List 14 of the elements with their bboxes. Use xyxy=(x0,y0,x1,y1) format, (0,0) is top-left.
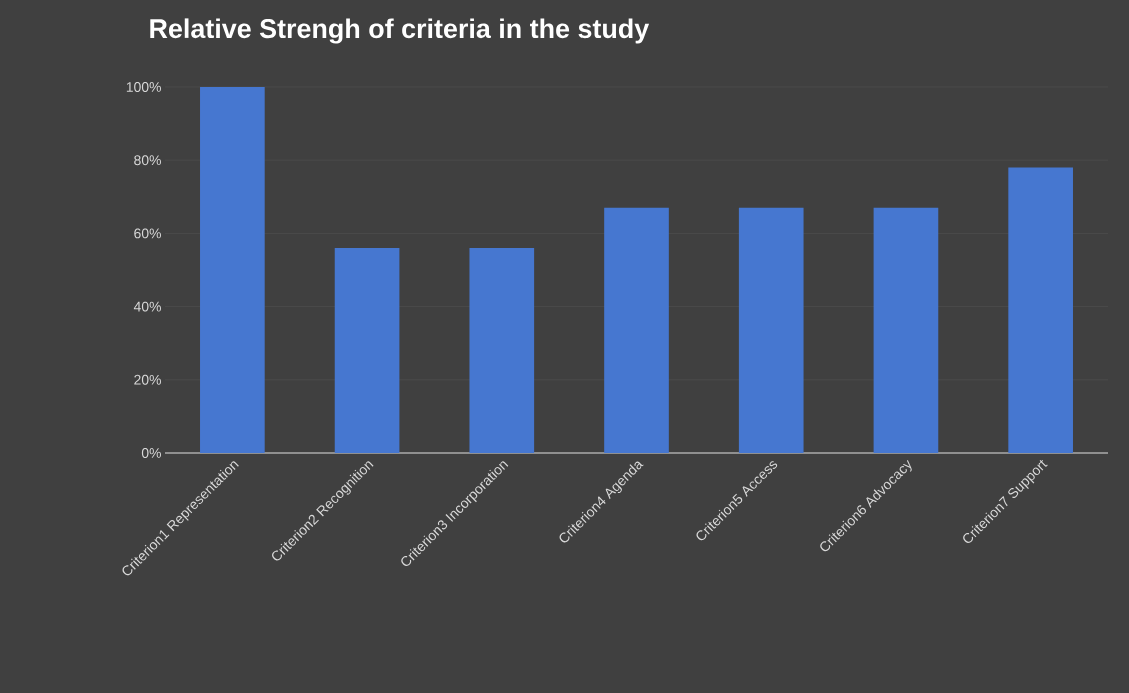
bar xyxy=(200,87,265,453)
bar xyxy=(334,248,400,453)
y-tick-label: 100% xyxy=(126,82,161,92)
bar xyxy=(873,207,939,453)
bar xyxy=(469,248,535,453)
y-tick-label: 60% xyxy=(134,228,161,239)
y-tick-label: 0% xyxy=(141,448,161,458)
bar xyxy=(738,207,804,453)
chart-title: Relative Strengh of criteria in the study xyxy=(150,18,650,44)
y-tick-label: 20% xyxy=(134,374,161,385)
bar xyxy=(604,207,669,453)
y-tick-label: 80% xyxy=(134,155,161,166)
y-tick-label: 40% xyxy=(133,301,161,312)
bar xyxy=(1008,167,1073,453)
